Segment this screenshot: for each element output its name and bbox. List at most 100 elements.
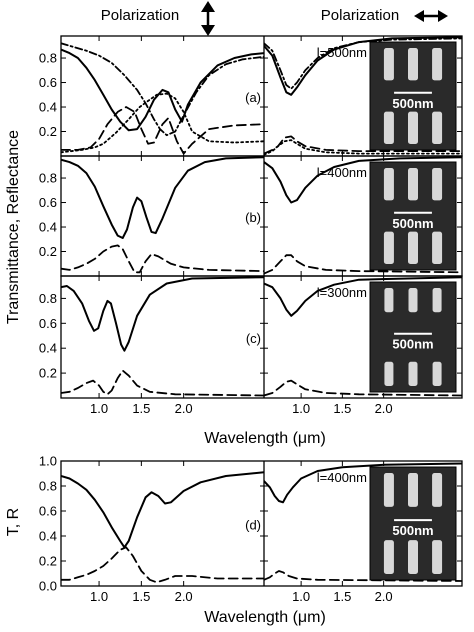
scale-bar-label: 500nm <box>392 523 433 538</box>
panel-frame <box>60 275 463 399</box>
series-solid-line <box>264 462 462 504</box>
scale-bar-label: 500nm <box>392 96 433 111</box>
x-tick-label: 2.0 <box>375 401 393 416</box>
sem-pillar <box>432 48 443 81</box>
y-tick-label: 0.2 <box>39 244 57 259</box>
inset-length-label: l=400nm <box>317 165 367 180</box>
sem-pillar <box>383 473 394 507</box>
series-solid-line <box>61 471 264 549</box>
sem-pillar <box>432 111 443 144</box>
y-tick-label: 0.8 <box>39 171 57 186</box>
series-solid-line <box>264 276 462 317</box>
x-tick-label: 1.0 <box>90 589 108 604</box>
y-tick-label: 0.6 <box>39 75 57 90</box>
sem-pillar <box>432 288 442 313</box>
series-solid-line <box>264 156 462 204</box>
panel-d-left-plot: 1.0 1.5 2.0 <box>61 461 264 604</box>
panel-label: (b) <box>245 210 261 225</box>
series-solid-line <box>61 156 264 239</box>
sem-pillar <box>432 361 442 386</box>
panel-c: 1.0 1.5 2.0 1.0 1.5 2.0 0.2 0.4 0.6 0.8 (c) l=300nm… <box>39 275 463 416</box>
y-tick-label: 0.8 <box>39 51 57 66</box>
x-tick-label: 1.5 <box>333 401 351 416</box>
y-tick-label: 0.0 <box>39 579 57 594</box>
scale-bar-label: 500nm <box>392 337 433 352</box>
x-tick-label: 1.5 <box>132 589 150 604</box>
sem-pillar <box>408 111 418 144</box>
x-tick-label: 1.0 <box>292 401 310 416</box>
sem-pillar <box>432 231 443 264</box>
top-y-axis-title: Transmittance, Reflectance <box>5 130 22 324</box>
y-tick-label: 0.4 <box>39 220 57 235</box>
top-x-axis-title: Wavelength (μm) <box>204 430 326 447</box>
panel-c-left-plot: 1.0 1.5 2.0 <box>61 276 264 416</box>
panel-frame <box>60 460 463 587</box>
x-tick-label: 1.5 <box>333 589 351 604</box>
sem-pillar <box>408 473 418 507</box>
sem-pillar <box>432 473 443 507</box>
panel-a-left-plot <box>61 36 264 156</box>
panel-a: 0.2 0.4 0.6 0.8 (a) l=500nm 500nm <box>39 35 463 157</box>
y-tick-label: 0.6 <box>39 504 57 519</box>
y-tick-label: 0.8 <box>39 291 57 306</box>
panels: 0.2 0.4 0.6 0.8 (a) l=500nm 500nm 0.2 0.4 0.6 0.8 (… <box>39 35 463 604</box>
sem-pillar <box>408 361 418 386</box>
x-tick-label: 2.0 <box>175 589 193 604</box>
header-left-label: Polarization <box>101 7 179 24</box>
sem-pillar <box>383 540 394 574</box>
series-dotted-line <box>61 92 264 154</box>
inset-length-label: l=400nm <box>317 470 367 485</box>
panel-b: 0.2 0.4 0.6 0.8 (b) l=400nm 500nm <box>39 155 463 277</box>
panel-label: (c) <box>246 331 261 346</box>
sem-pillar <box>408 231 418 264</box>
inset-length-label: l=500nm <box>317 45 367 60</box>
bottom-x-axis-title: Wavelength (μm) <box>204 609 326 626</box>
sem-inset: l=400nm 500nm <box>317 161 457 271</box>
panel-d: 1.0 1.5 2.0 1.0 1.5 2.0 0.0 0.2 0.4 0.6 0.8 1.0 (d) l… <box>39 454 463 604</box>
sem-pillar <box>383 111 394 144</box>
y-tick-label: 0.2 <box>39 124 57 139</box>
panel-a-right-plot <box>264 36 462 156</box>
panel-label: (d) <box>245 518 261 533</box>
y-tick-label: 0.4 <box>39 341 57 356</box>
sem-pillar <box>408 48 418 81</box>
x-tick-label: 1.5 <box>132 401 150 416</box>
sem-inset: l=300nm 500nm <box>317 281 457 393</box>
horizontal-arrow-icon <box>414 10 448 22</box>
panel-b-right-plot <box>264 156 462 276</box>
inset-length-label: l=300nm <box>317 285 367 300</box>
sem-pillar <box>432 540 443 574</box>
series-dashed-line <box>61 106 264 155</box>
y-tick-label: 0.4 <box>39 100 57 115</box>
panel-d-right-plot: 1.0 1.5 2.0 <box>264 461 462 604</box>
series-dashed-line <box>61 546 264 584</box>
series-dashdot-line <box>264 37 462 90</box>
y-tick-label: 0.6 <box>39 195 57 210</box>
vertical-arrow-icon <box>201 1 215 36</box>
y-tick-label: 0.2 <box>39 366 57 381</box>
series-dashed-line <box>264 254 462 275</box>
x-tick-label: 1.0 <box>90 401 108 416</box>
x-tick-label: 1.0 <box>292 589 310 604</box>
sem-pillar <box>383 231 394 264</box>
x-tick-label: 2.0 <box>175 401 193 416</box>
sem-pillar <box>384 288 394 313</box>
panel-label: (a) <box>245 90 261 105</box>
series-dashed-line <box>264 135 462 155</box>
sem-pillar <box>408 540 418 574</box>
y-tick-label: 0.8 <box>39 479 57 494</box>
series-dashed-line <box>264 570 462 582</box>
y-tick-label: 0.4 <box>39 529 57 544</box>
panel-c-right-plot: 1.0 1.5 2.0 <box>264 276 462 416</box>
sem-inset: l=400nm 500nm <box>317 466 457 581</box>
sem-inset: l=500nm 500nm <box>317 41 457 151</box>
sem-pillar <box>432 168 443 201</box>
series-dashdot-line <box>61 42 264 137</box>
sem-pillar <box>383 168 394 201</box>
bottom-y-axis-title: T, R <box>5 508 22 536</box>
y-tick-label: 1.0 <box>39 454 57 469</box>
x-tick-label: 2.0 <box>375 589 393 604</box>
series-solid-line <box>61 276 264 352</box>
panel-b-left-plot <box>61 156 264 276</box>
series-dashed-line <box>61 369 264 397</box>
